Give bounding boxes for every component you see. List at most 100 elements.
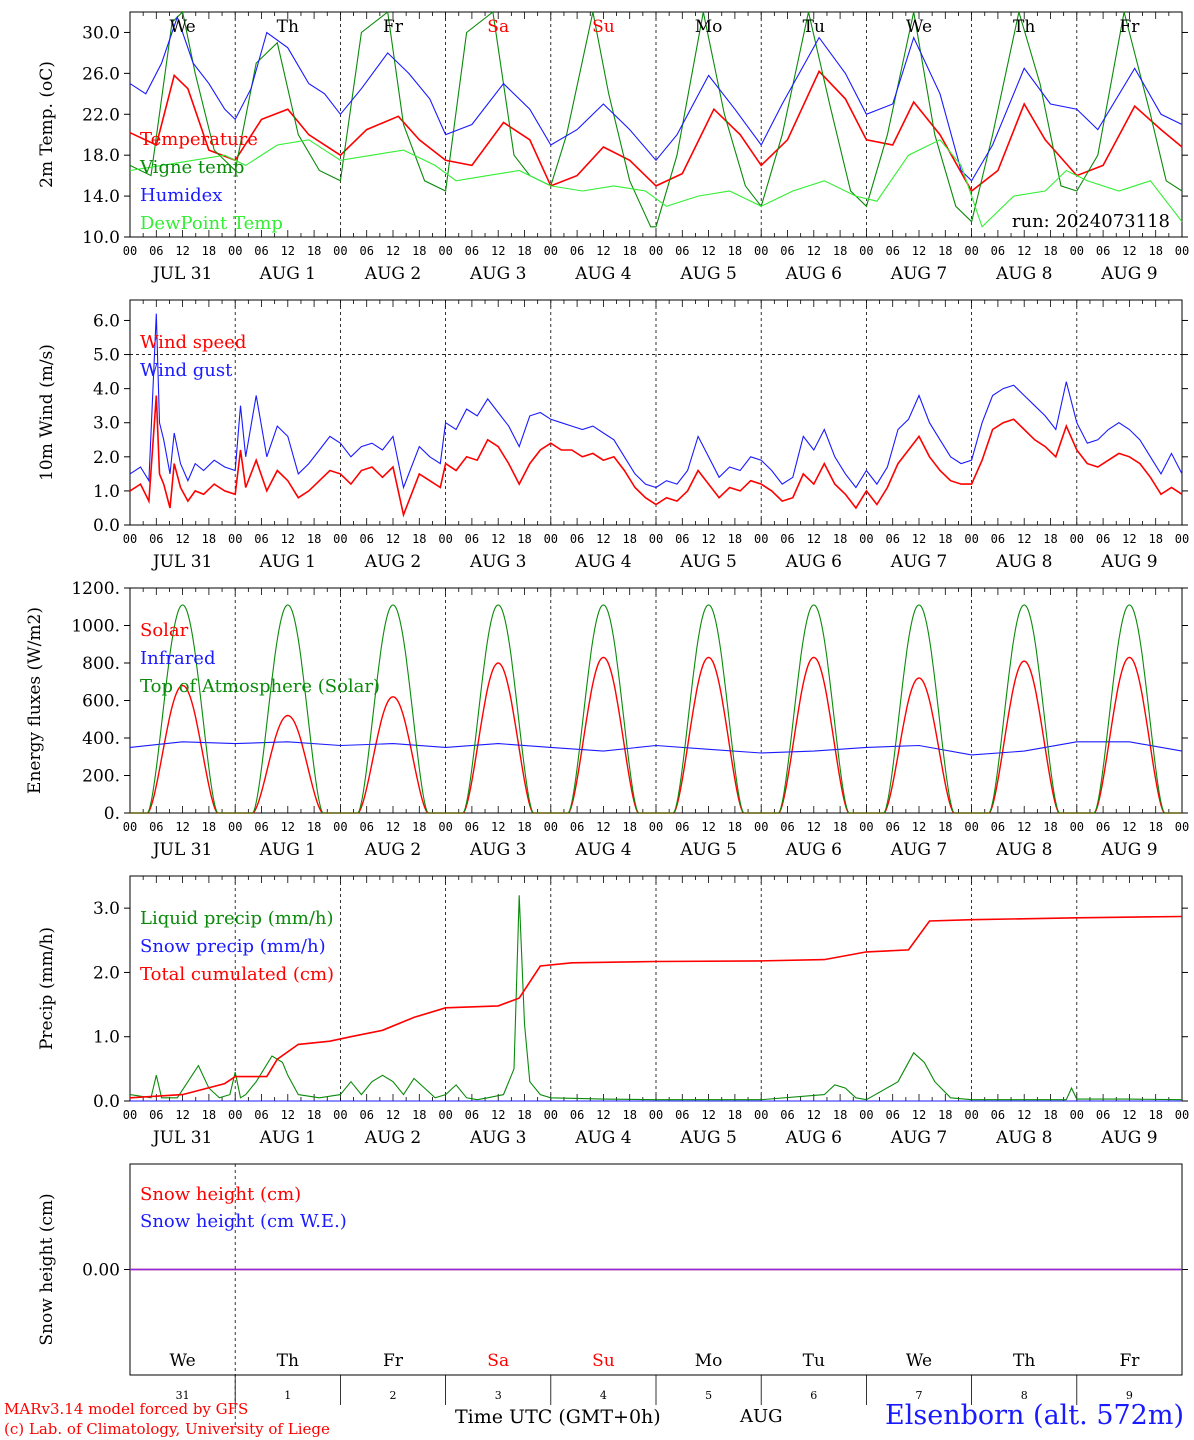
temp-date-label: AUG 6	[785, 264, 842, 284]
wind-hour-label: 18	[517, 532, 531, 546]
snow-day-number: 1	[284, 1389, 291, 1402]
precip-hour-label: 12	[281, 1108, 295, 1122]
precip-series-liquid-precip-mm-h-	[129, 895, 1183, 1101]
wind-hour-label: 00	[859, 532, 873, 546]
energy-hour-label: 12	[281, 820, 295, 834]
temp-series-vigne-temp	[129, 10, 1183, 228]
energy-hour-label: 00	[754, 820, 768, 834]
temp-date-label: AUG 8	[995, 264, 1052, 284]
temp-hour-label: 12	[701, 244, 715, 258]
energy-legend-top-of-atmosphere-solar-: Top of Atmosphere (Solar)	[140, 676, 380, 697]
energy-date-label: AUG 9	[1100, 840, 1157, 860]
wind-hour-label: 12	[491, 532, 505, 546]
precip-hour-label: 12	[596, 1108, 610, 1122]
temp-weekday-label: Sa	[487, 17, 509, 37]
temp-hour-label: 00	[649, 244, 663, 258]
snow-weekday-label: Mo	[695, 1351, 723, 1371]
precip-hour-label: 06	[991, 1108, 1005, 1122]
energy-series-infrared	[129, 741, 1183, 756]
energy-date-label: AUG 4	[574, 840, 631, 860]
month-label: AUG	[740, 1406, 783, 1427]
precip-hour-label: 00	[649, 1108, 663, 1122]
precip-hour-label: 18	[622, 1108, 636, 1122]
energy-hour-label: 00	[333, 820, 347, 834]
wind-series-wind-speed	[129, 395, 1183, 518]
temp-y-tick-label: 26.0	[82, 64, 120, 84]
energy-date-label: AUG 8	[995, 840, 1052, 860]
wind-hour-label: 12	[807, 532, 821, 546]
precip-y-tick-label: 1.0	[93, 1028, 120, 1048]
snow-day-number: 7	[916, 1389, 923, 1402]
precip-hour-label: 06	[570, 1108, 584, 1122]
wind-hour-label: 18	[1043, 532, 1057, 546]
wind-hour-label: 00	[649, 532, 663, 546]
energy-date-label: AUG 5	[679, 840, 736, 860]
precip-series-total-cumulated-cm-	[129, 915, 1183, 1099]
precip-hour-label: 00	[228, 1108, 242, 1122]
wind-y-tick-label: 1.0	[93, 482, 120, 502]
temp-date-label: AUG 4	[574, 264, 631, 284]
energy-y-tick-label: 0.	[104, 804, 120, 824]
energy-hour-label: 06	[359, 820, 373, 834]
energy-y-tick-label: 1200.	[71, 579, 120, 599]
temp-weekday-label: We	[906, 17, 932, 37]
wind-y-tick-label: 3.0	[93, 414, 120, 434]
precip-y-tick-label: 0.0	[93, 1092, 120, 1112]
temp-weekday-label: Su	[592, 17, 615, 37]
wind-hour-label: 06	[149, 532, 163, 546]
precip-date-label: AUG 2	[364, 1128, 421, 1148]
snow-day-number: 5	[705, 1389, 712, 1402]
wind-y-tick-label: 4.0	[93, 380, 120, 400]
temp-date-label: AUG 9	[1100, 264, 1157, 284]
snow-day-number: 4	[600, 1389, 607, 1402]
temp-hour-label: 18	[202, 244, 216, 258]
temp-weekday-label: Mo	[695, 17, 723, 37]
precip-hour-label: 18	[517, 1108, 531, 1122]
precip-hour-label: 18	[412, 1108, 426, 1122]
temp-y-axis-label: 2m Temp. (oC)	[37, 61, 57, 188]
precip-legend-liquid-precip-mm-h-: Liquid precip (mm/h)	[140, 908, 334, 929]
temp-hour-label: 06	[991, 244, 1005, 258]
temp-hour-label: 18	[1043, 244, 1057, 258]
energy-hour-label: 18	[833, 820, 847, 834]
wind-hour-label: 18	[833, 532, 847, 546]
energy-y-tick-label: 1000.	[71, 617, 120, 637]
temp-hour-label: 06	[570, 244, 584, 258]
energy-hour-label: 18	[622, 820, 636, 834]
wind-hour-label: 00	[333, 532, 347, 546]
wind-y-axis-label: 10m Wind (m/s)	[37, 344, 57, 481]
snow-weekday-label: We	[906, 1351, 932, 1371]
energy-hour-label: 00	[964, 820, 978, 834]
snow-weekday-label: Th	[277, 1351, 299, 1371]
credit-line-1: MARv3.14 model forced by GFS	[4, 1400, 249, 1418]
temp-weekday-label: Th	[277, 17, 299, 37]
energy-hour-label: 06	[465, 820, 479, 834]
precip-date-label: AUG 6	[785, 1128, 842, 1148]
x-axis-title: Time UTC (GMT+0h)	[455, 1406, 661, 1428]
temp-weekday-label: Tu	[803, 17, 825, 37]
wind-date-label: AUG 1	[259, 552, 316, 572]
snow-weekday-label: Fr	[383, 1351, 404, 1371]
energy-hour-label: 00	[1070, 820, 1084, 834]
precip-hour-label: 12	[491, 1108, 505, 1122]
temp-legend-humidex: Humidex	[140, 185, 222, 206]
temp-legend-temperature: Temperature	[140, 129, 258, 150]
temp-hour-label: 12	[1017, 244, 1031, 258]
temp-legend-dewpoint-temp: DewPoint Temp	[140, 213, 283, 234]
precip-y-tick-label: 3.0	[93, 899, 120, 919]
temp-y-tick-label: 30.0	[82, 23, 120, 43]
precip-hour-label: 06	[780, 1108, 794, 1122]
wind-hour-label: 12	[281, 532, 295, 546]
energy-date-label: AUG 3	[469, 840, 526, 860]
wind-date-label: AUG 6	[785, 552, 842, 572]
precip-hour-label: 12	[807, 1108, 821, 1122]
temp-weekday-label: Th	[1013, 17, 1035, 37]
temp-hour-label: 12	[386, 244, 400, 258]
temp-hour-label: 18	[307, 244, 321, 258]
wind-hour-label: 12	[175, 532, 189, 546]
wind-hour-label: 00	[754, 532, 768, 546]
temp-hour-label: 06	[149, 244, 163, 258]
wind-hour-label: 06	[359, 532, 373, 546]
temp-hour-label: 12	[281, 244, 295, 258]
